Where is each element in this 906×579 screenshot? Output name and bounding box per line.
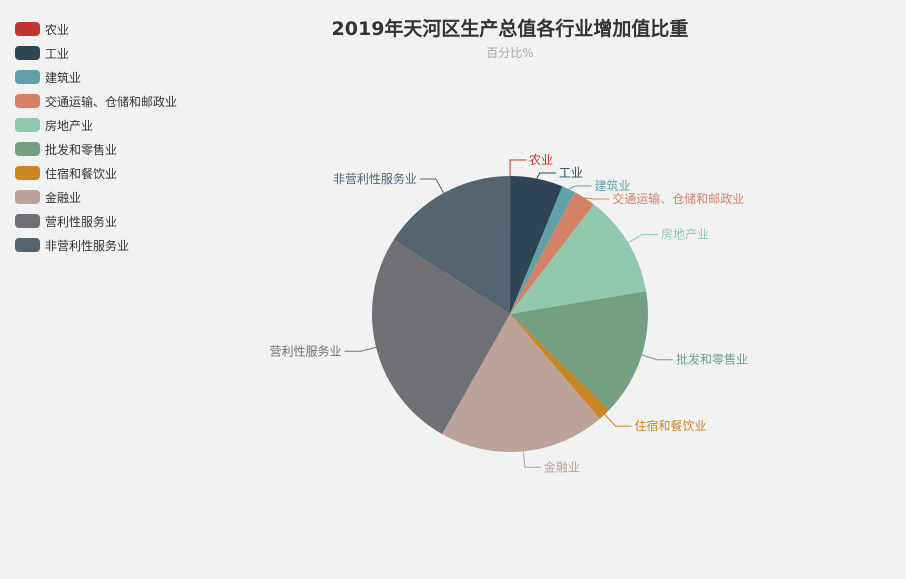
pie-slice[interactable]	[510, 204, 647, 314]
slice-label: 交通运输、仓储和邮政业	[612, 191, 744, 206]
chart-subtitle: 百分比%	[486, 46, 534, 60]
legend-label: 住宿和餐饮业	[45, 166, 118, 181]
slice-label: 金融业	[544, 459, 580, 474]
label-line	[536, 172, 556, 179]
legend-swatch	[15, 238, 40, 252]
legend-label: 非营利性服务业	[45, 238, 130, 253]
pie-slice[interactable]	[442, 314, 600, 453]
label-line	[641, 354, 674, 361]
slice-label: 房地产业	[661, 227, 709, 242]
legend-label: 工业	[45, 46, 70, 61]
legend-label: 房地产业	[45, 118, 94, 133]
label-line	[419, 178, 445, 194]
legend-label: 批发和零售业	[45, 142, 118, 157]
label-line	[509, 159, 527, 177]
legend-swatch	[15, 46, 40, 60]
pie-slice[interactable]	[372, 239, 510, 435]
pie-slice[interactable]	[510, 291, 648, 410]
slice-label: 住宿和餐饮业	[635, 418, 707, 433]
slice-label: 营利性服务业	[270, 343, 342, 358]
pie-slice[interactable]	[510, 314, 610, 419]
pie-slice[interactable]	[510, 176, 563, 314]
legend-swatch	[15, 190, 40, 204]
legend-swatch	[15, 214, 40, 228]
legend-item[interactable]: 交通运输、仓储和邮政业	[15, 89, 177, 113]
legend-swatch	[15, 142, 40, 156]
legend-label: 建筑业	[45, 70, 82, 85]
legend-item[interactable]: 住宿和餐饮业	[15, 161, 177, 185]
legend-label: 交通运输、仓储和邮政业	[45, 94, 178, 109]
legend-label: 营利性服务业	[45, 214, 118, 229]
legend-item[interactable]: 农业	[15, 17, 177, 41]
label-line	[568, 185, 592, 190]
legend-swatch	[15, 118, 40, 132]
label-line	[522, 451, 541, 468]
legend-label: 农业	[45, 22, 70, 37]
legend-item[interactable]: 金融业	[15, 185, 177, 209]
legend-item[interactable]: 非营利性服务业	[15, 233, 177, 257]
legend: 农业工业建筑业交通运输、仓储和邮政业 房地产业批发和零售业 住宿和餐饮业 金融业营利性…	[15, 17, 177, 257]
label-line	[344, 346, 377, 352]
label-line	[604, 414, 632, 427]
slice-label: 工业	[559, 166, 583, 180]
label-line	[627, 234, 658, 244]
chart-title: 2019年天河区生产总值各行业增加值比重	[331, 18, 689, 40]
legend-item[interactable]: 房地产业	[15, 113, 177, 137]
legend-swatch	[15, 70, 40, 84]
label-line	[584, 197, 610, 200]
slice-label: 非营利性服务业	[333, 171, 417, 186]
slice-label: 批发和零售业	[676, 352, 748, 367]
pie-slice[interactable]	[510, 186, 575, 314]
legend-swatch	[15, 166, 40, 180]
legend-item[interactable]: 营利性服务业	[15, 209, 177, 233]
slice-label: 建筑业	[595, 178, 631, 193]
legend-item[interactable]: 建筑业	[15, 65, 177, 89]
legend-item[interactable]: 批发和零售业	[15, 137, 177, 161]
legend-label: 金融业	[45, 190, 82, 205]
pie-slice[interactable]	[510, 192, 594, 314]
legend-swatch	[15, 94, 40, 108]
pie-slice[interactable]	[393, 176, 510, 314]
legend-item[interactable]: 工业	[15, 41, 177, 65]
slice-label: 农业	[529, 153, 553, 167]
legend-swatch	[15, 22, 40, 36]
